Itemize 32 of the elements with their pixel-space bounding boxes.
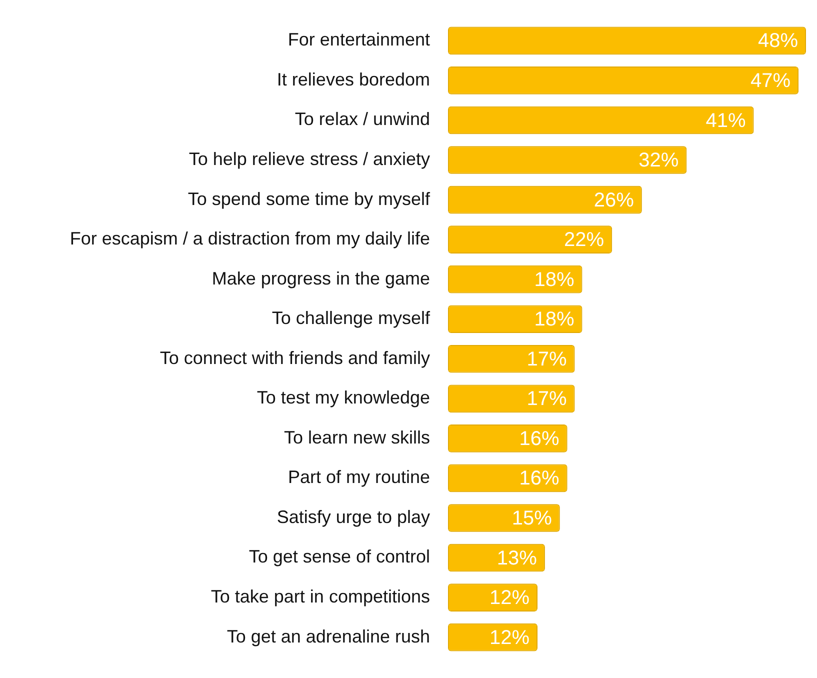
data-label: 18% xyxy=(534,268,574,291)
data-label: 48% xyxy=(758,30,798,52)
data-label: 12% xyxy=(489,626,530,649)
y-tick-label: For escapism / a distraction from my daily life xyxy=(70,228,430,249)
y-tick-label: To challenge myself xyxy=(272,308,431,328)
y-tick-label: It relieves boredom xyxy=(276,69,430,90)
data-label: 26% xyxy=(594,189,634,212)
data-label: 16% xyxy=(519,428,560,450)
data-label: 17% xyxy=(526,388,568,410)
y-tick-label: For entertainment xyxy=(288,30,430,50)
y-tick-label: To help relieve stress / anxiety xyxy=(188,148,430,169)
y-tick-label: To connect with friends and family xyxy=(160,348,430,368)
data-label: 16% xyxy=(519,468,560,490)
data-label: 13% xyxy=(496,547,538,570)
data-label: 12% xyxy=(489,587,530,610)
y-tick-label: To get sense of control xyxy=(248,546,430,567)
data-label: 18% xyxy=(534,308,574,331)
y-tick-label: To take part in competitions xyxy=(210,586,430,607)
data-label: 41% xyxy=(706,110,746,132)
y-tick-label: Make progress in the game xyxy=(212,268,430,288)
data-label: 47% xyxy=(750,70,791,92)
y-tick-label: To relax / unwind xyxy=(294,109,430,130)
data-label: 22% xyxy=(564,229,604,252)
y-tick-label: Part of my routine xyxy=(288,467,430,488)
y-tick-label: To get an adrenaline rush xyxy=(226,626,430,646)
data-label: 17% xyxy=(526,348,568,370)
y-tick-label: To spend some time by myself xyxy=(188,188,431,209)
y-tick-label: Satisfy urge to play xyxy=(276,506,430,527)
data-label: 32% xyxy=(638,150,679,172)
y-tick-label: To learn new skills xyxy=(284,427,430,448)
data-label: 15% xyxy=(512,508,552,530)
y-tick-label: To test my knowledge xyxy=(256,388,430,408)
